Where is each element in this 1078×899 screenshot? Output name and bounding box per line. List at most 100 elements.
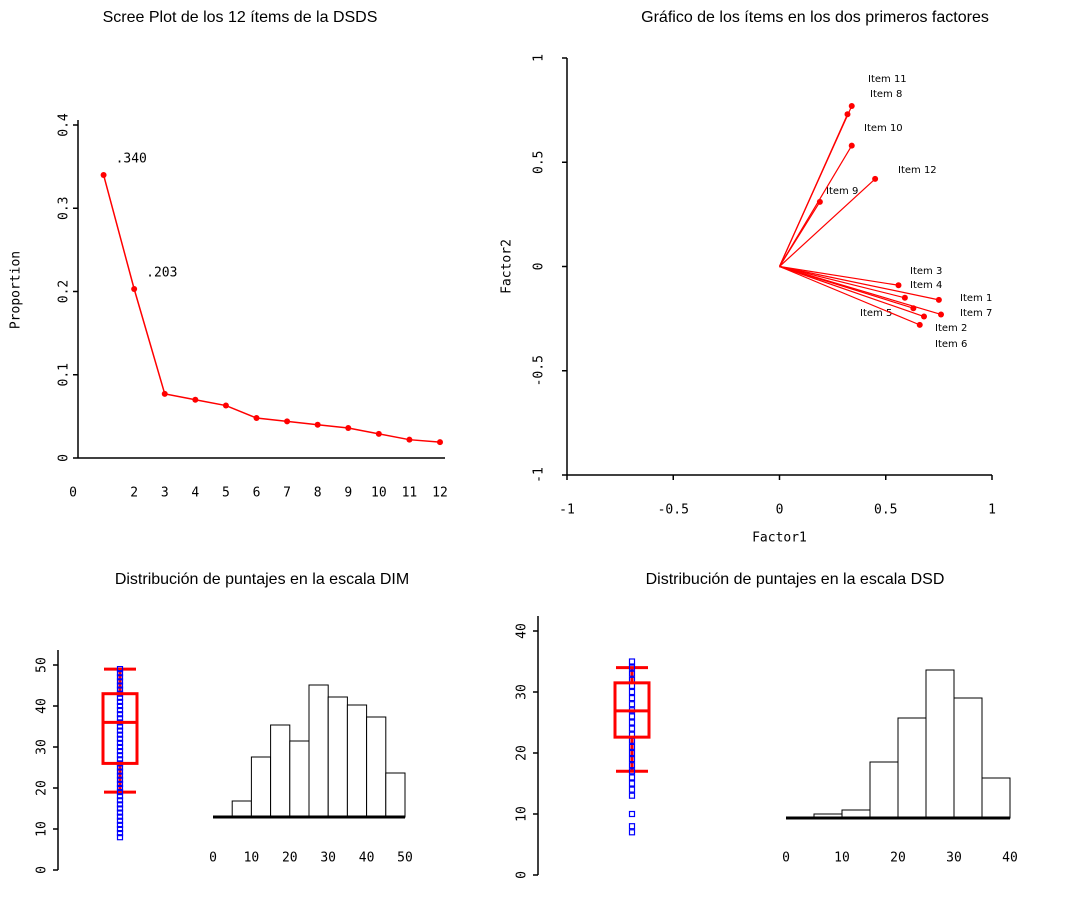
data-point — [116, 834, 124, 841]
y-tick-label: 0.5 — [532, 151, 547, 174]
data-point — [116, 756, 124, 763]
data-point — [628, 694, 636, 702]
data-point — [116, 805, 124, 812]
loading-line — [779, 265, 939, 301]
point — [895, 282, 902, 289]
data-point — [116, 793, 124, 800]
data-point — [116, 694, 124, 701]
data-point — [116, 711, 124, 718]
x-tick-label: 30 — [946, 851, 962, 866]
chart-title: Scree Plot de los 12 ítems de la DSDS — [103, 9, 378, 26]
histogram-bar — [385, 772, 406, 818]
data-point — [628, 664, 636, 671]
data-point — [116, 768, 124, 775]
y-tick-label: 0 — [515, 871, 530, 879]
y-tick-label: 20 — [515, 745, 530, 761]
data-point — [116, 788, 124, 796]
y-axis-label: Factor2 — [500, 239, 515, 294]
data-point — [116, 752, 124, 759]
point-label: Item 6 — [935, 339, 967, 350]
data-point — [116, 739, 124, 747]
y-tick-label: 0.4 — [57, 113, 72, 137]
data-point — [116, 678, 124, 685]
data-point — [116, 772, 124, 779]
data-point — [116, 809, 124, 816]
point — [222, 402, 229, 409]
x-tick-label: 3 — [161, 486, 169, 501]
data-point — [628, 780, 636, 787]
data-point — [628, 829, 636, 836]
box — [101, 692, 139, 765]
y-tick-label: -0.5 — [532, 355, 547, 386]
histogram-bar — [366, 716, 387, 818]
data-point — [116, 743, 124, 751]
loading-line — [779, 178, 876, 267]
point — [921, 313, 927, 320]
data-point — [116, 747, 124, 755]
point — [192, 396, 199, 403]
histogram-bar — [231, 800, 252, 818]
y-tick-label: 30 — [35, 739, 50, 755]
loading-line — [779, 265, 920, 326]
point-label: Item 10 — [864, 123, 903, 134]
point — [100, 171, 107, 178]
point — [935, 296, 942, 303]
x-tick-label: 10 — [371, 486, 387, 501]
data-point — [116, 797, 124, 804]
data-point — [628, 725, 636, 732]
data-point — [116, 686, 124, 693]
data-point — [116, 776, 124, 783]
data-point — [116, 829, 124, 837]
point-label: Item 8 — [870, 89, 902, 100]
y-axis-label: Proportion — [9, 251, 24, 329]
x-tick-label: 0 — [782, 851, 790, 866]
x-tick-label: 10 — [244, 851, 260, 866]
data-point — [116, 723, 124, 730]
chart-title: Distribución de puntajes en la escala DI… — [115, 571, 409, 588]
data-point — [116, 702, 124, 710]
data-point — [628, 670, 636, 677]
histogram-bar — [869, 761, 899, 819]
data-point — [116, 698, 124, 706]
point — [848, 102, 855, 109]
x-tick-label: 40 — [359, 851, 375, 866]
y-tick-label: 0.1 — [57, 363, 72, 386]
data-point — [116, 682, 124, 689]
value-label: .203 — [146, 266, 177, 281]
x-tick-label: 0.5 — [874, 503, 897, 518]
x-tick-label: 10 — [834, 851, 850, 866]
data-point — [628, 774, 636, 781]
x-tick-label: 2 — [130, 486, 138, 501]
loading-line — [778, 145, 853, 267]
y-tick-label: 40 — [35, 698, 50, 714]
point — [314, 421, 321, 428]
data-point — [116, 674, 124, 681]
loading-line — [779, 265, 942, 316]
x-axis-label: Factor1 — [752, 531, 807, 546]
loading-line — [779, 265, 899, 286]
y-tick-label: 0 — [532, 263, 547, 271]
data-point — [628, 792, 636, 799]
histogram-bar — [289, 740, 310, 818]
point-label: Item 4 — [910, 280, 942, 291]
point — [161, 390, 168, 397]
x-tick-label: 5 — [222, 486, 230, 501]
x-tick-label: 30 — [320, 851, 336, 866]
data-point — [116, 784, 124, 792]
data-point — [628, 719, 636, 726]
histogram-bar — [925, 669, 955, 819]
y-tick-label: 0.3 — [57, 197, 72, 220]
x-tick-label: 20 — [890, 851, 906, 866]
point-label: Item 2 — [935, 323, 967, 334]
data-point — [116, 764, 124, 771]
chart-title: Gráfico de los ítems en los dos primeros… — [641, 9, 989, 26]
point-label: Item 9 — [826, 186, 858, 197]
x-tick-label: 1 — [988, 503, 996, 518]
histogram-bar — [327, 696, 348, 818]
point — [848, 142, 855, 149]
point-label: Item 7 — [960, 308, 992, 319]
value-label: .340 — [116, 151, 147, 166]
y-tick-label: 0.2 — [57, 280, 72, 303]
y-tick-label: 10 — [35, 821, 50, 837]
